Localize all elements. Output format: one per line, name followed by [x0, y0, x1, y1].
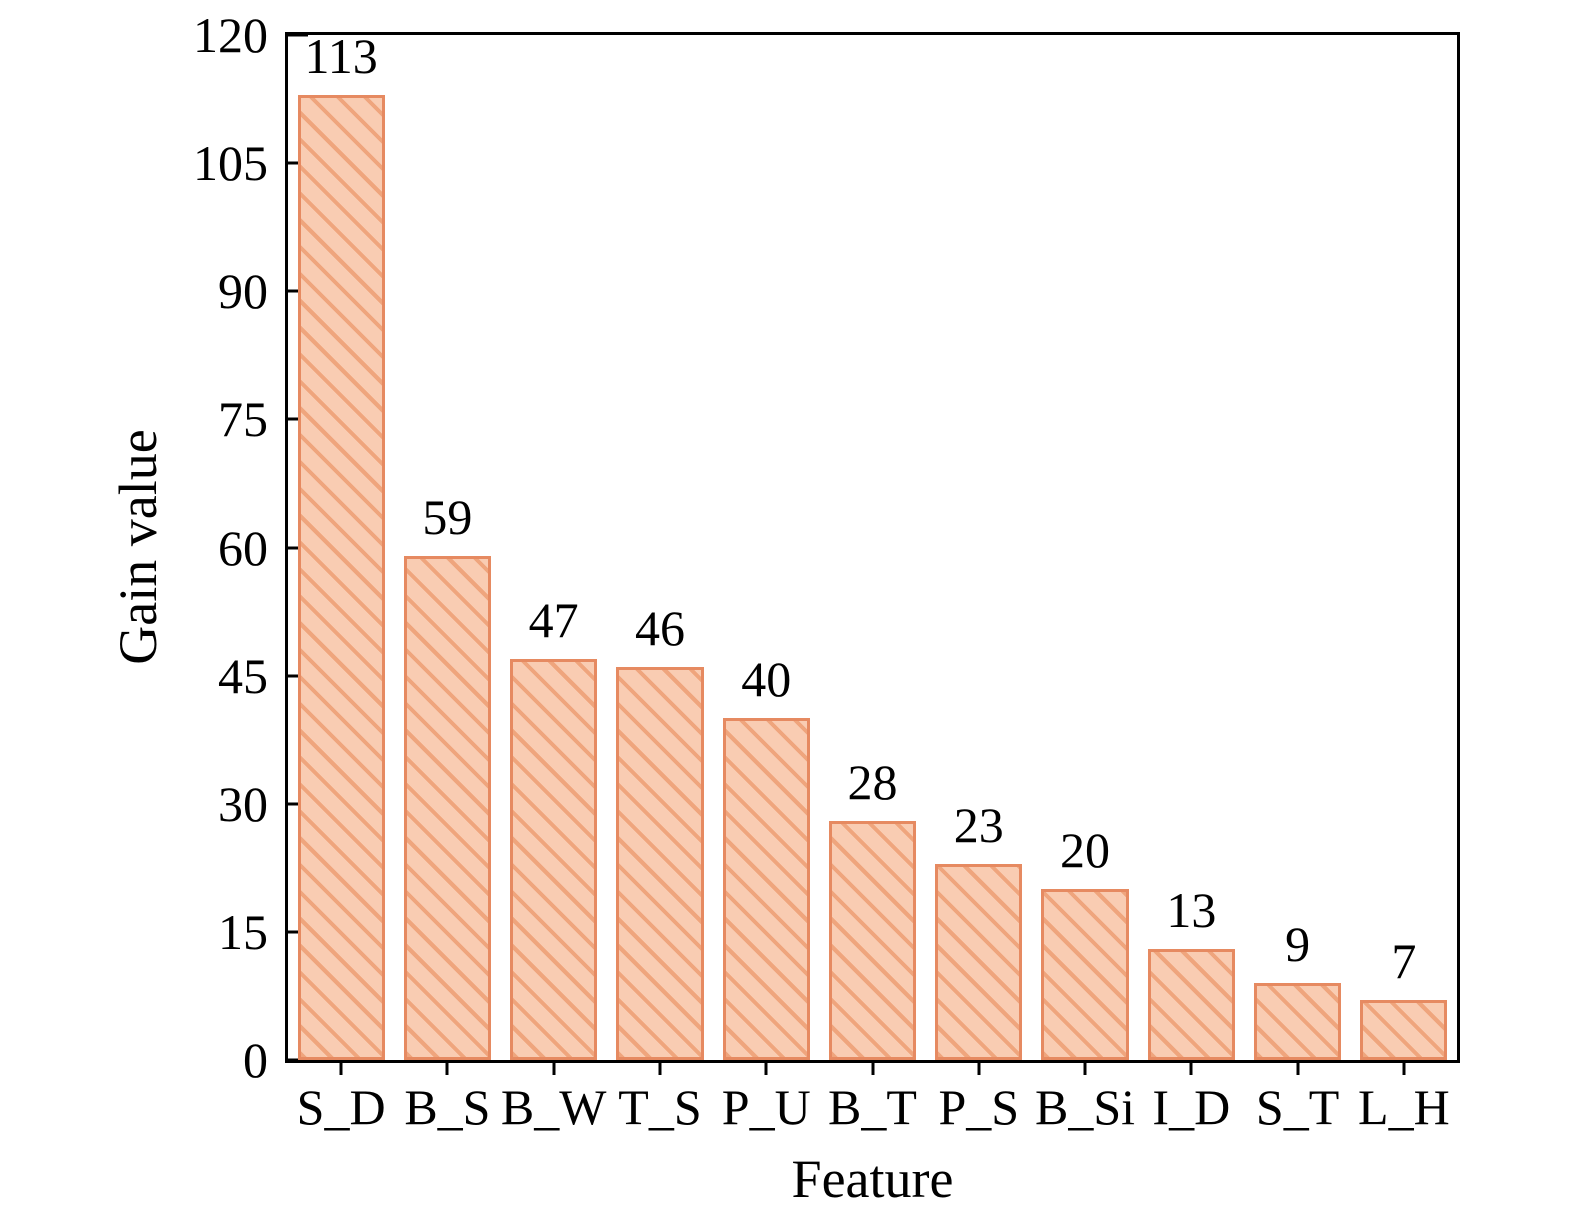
bar-value-label: 113	[304, 27, 378, 84]
x-tick-label: P_S	[938, 1079, 1020, 1135]
bar	[1360, 1000, 1448, 1060]
bar-value-label: 47	[528, 591, 579, 648]
y-tick-label: 30	[218, 775, 268, 832]
x-tick	[977, 1060, 981, 1075]
y-tick-label: 90	[218, 263, 268, 320]
x-tick-label: P_U	[721, 1079, 811, 1135]
bar-value-label: 59	[422, 489, 473, 546]
bar	[297, 94, 385, 1060]
x-tick	[1189, 1060, 1193, 1075]
bar	[510, 658, 598, 1060]
x-tick-label: S_T	[1255, 1079, 1340, 1135]
bar-value-label: 13	[1166, 881, 1217, 938]
y-tick-label: 0	[243, 1032, 268, 1088]
x-tick-label: T_S	[618, 1079, 702, 1135]
x-tick-label: B_W	[500, 1079, 607, 1135]
bar-value-label: 40	[741, 651, 792, 708]
y-tick-label: 60	[218, 519, 268, 576]
bar	[722, 718, 810, 1060]
bar	[935, 863, 1023, 1060]
x-axis-title: Feature	[791, 1149, 954, 1209]
x-tick	[445, 1060, 449, 1075]
bar	[616, 667, 704, 1060]
x-tick-label: S_D	[296, 1079, 386, 1135]
x-tick	[1296, 1060, 1300, 1075]
y-tick	[288, 33, 308, 37]
y-tick-label: 45	[218, 647, 268, 704]
bar-value-label: 46	[634, 600, 685, 657]
bar	[1041, 889, 1129, 1060]
bar-value-label: 28	[847, 753, 898, 810]
y-tick-label: 15	[218, 903, 268, 960]
x-tick	[552, 1060, 556, 1075]
y-tick	[288, 1058, 308, 1062]
bar-value-label: 7	[1391, 933, 1417, 990]
x-tick	[1402, 1060, 1406, 1075]
bar	[1254, 983, 1342, 1060]
x-tick	[1083, 1060, 1087, 1075]
bar-value-label: 20	[1060, 822, 1111, 879]
x-tick	[764, 1060, 768, 1075]
bar	[828, 820, 917, 1060]
y-tick-label: 75	[218, 391, 268, 448]
y-tick-label: 120	[193, 7, 268, 63]
x-tick-label: B_Si	[1035, 1079, 1136, 1135]
x-tick-label: L_H	[1358, 1079, 1450, 1135]
plot-area: Feature 0 15 30 45 60 75 90 105 120 113 S_D 59 B_S 47…	[193, 10, 1460, 1206]
x-tick	[658, 1060, 662, 1075]
y-tick-label: 105	[193, 135, 268, 192]
bar-value-label: 23	[953, 796, 1004, 853]
y-axis-title: Gain value	[108, 429, 168, 665]
x-tick-label: B_S	[404, 1079, 491, 1135]
bar	[403, 556, 491, 1060]
bar-value-label: 9	[1285, 916, 1311, 973]
x-tick	[339, 1060, 343, 1075]
x-tick-label: I_D	[1152, 1079, 1231, 1135]
x-tick	[871, 1060, 874, 1075]
bar	[1147, 948, 1235, 1060]
x-tick-label: B_T	[828, 1079, 917, 1135]
